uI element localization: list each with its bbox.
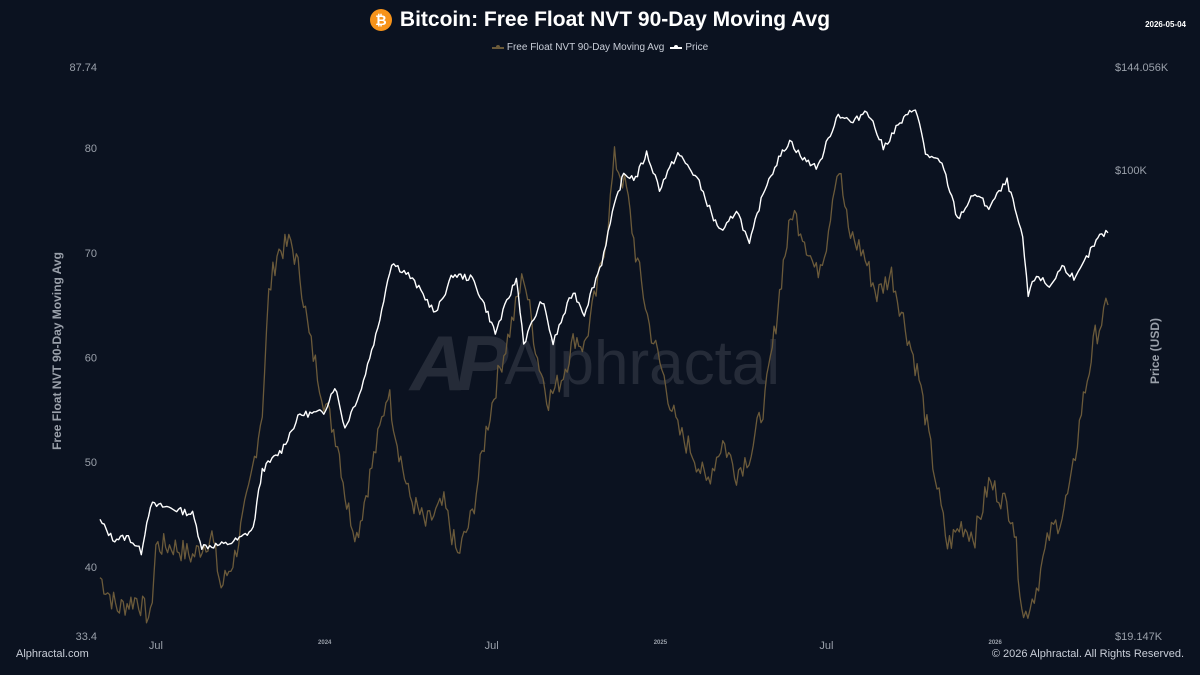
watermark: AP Alphractal [410, 318, 780, 409]
footer-copyright: © 2026 Alphractal. All Rights Reserved. [991, 648, 1184, 660]
y-left-tick-label-3: 60 [85, 352, 97, 364]
alphractal-logo-icon: AP [410, 319, 508, 407]
legend-swatch-nvt [491, 44, 504, 49]
footer-site: Alphractal.com [16, 648, 89, 660]
legend-label-nvt: Free Float NVT 90-Day Moving Avg [506, 42, 665, 53]
legend-item-nvt[interactable]: Free Float NVT 90-Day Moving Avg [491, 42, 665, 53]
legend: Free Float NVT 90-Day Moving Avg Price [0, 42, 1200, 53]
y-left-tick-label-5: 80 [85, 143, 97, 155]
y-right-axis-title: Price (USD) [1148, 318, 1162, 384]
legend-item-price[interactable]: Price [670, 42, 708, 53]
y-right-tick-label-1: $100K [1115, 165, 1147, 177]
y-left-tick-label-6: 87.74 [69, 62, 97, 74]
x-tick-label-4: Jul [819, 640, 833, 652]
y-left-tick-label-1: 40 [85, 562, 97, 574]
y-left-tick-label-2: 50 [85, 457, 97, 469]
chart-header: ₿ Bitcoin: Free Float NVT 90-Day Moving … [0, 8, 1200, 32]
y-left-tick-label-4: 70 [85, 248, 97, 260]
series-line-price [99, 109, 1109, 556]
y-left-tick-label-0: 33.4 [76, 631, 97, 643]
x-tick-label-1: 2024 [318, 640, 332, 646]
chart-title: Bitcoin: Free Float NVT 90-Day Moving Av… [399, 8, 831, 31]
bitcoin-icon: ₿ [369, 9, 392, 31]
legend-swatch-price [670, 44, 683, 49]
x-tick-label-0: Jul [149, 640, 163, 652]
x-tick-label-2: Jul [485, 640, 499, 652]
watermark-text: Alphractal [504, 329, 781, 398]
date-badge: 2026-05-04 [1145, 20, 1186, 29]
series-line-nvt [99, 146, 1109, 624]
legend-label-price: Price [685, 42, 709, 53]
y-right-tick-label-2: $144.056K [1115, 62, 1169, 74]
x-tick-label-5: 2026 [989, 640, 1003, 646]
y-right-tick-label-0: $19.147K [1115, 631, 1163, 643]
y-left-axis-title: Free Float NVT 90-Day Moving Avg [50, 252, 64, 450]
x-tick-label-3: 2025 [654, 640, 668, 646]
